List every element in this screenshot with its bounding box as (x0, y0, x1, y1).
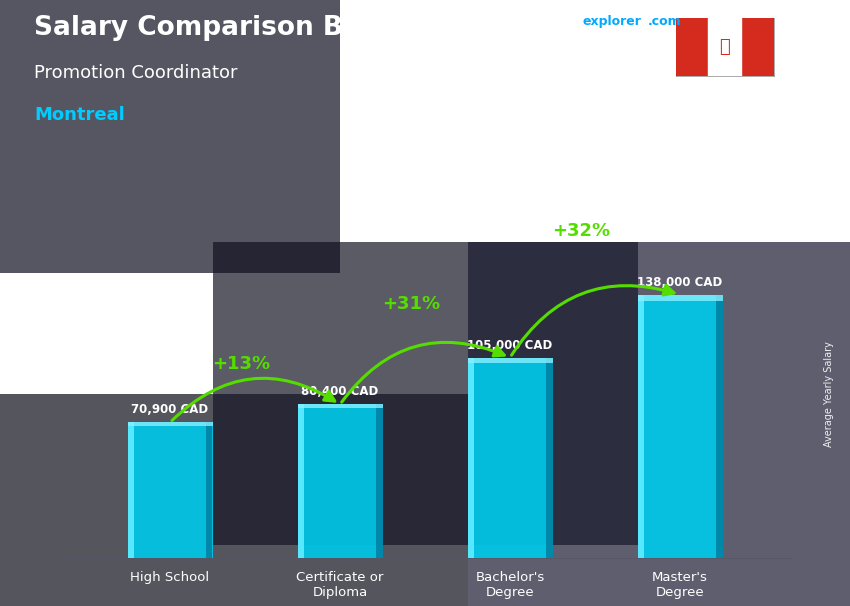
FancyArrowPatch shape (342, 342, 504, 402)
Text: +32%: +32% (552, 222, 610, 241)
Bar (298, 404, 382, 408)
Text: Average Yearly Salary: Average Yearly Salary (824, 341, 834, 447)
FancyBboxPatch shape (0, 394, 468, 606)
FancyArrowPatch shape (512, 285, 674, 355)
Text: Salary Comparison By Education: Salary Comparison By Education (34, 15, 517, 41)
Polygon shape (708, 18, 741, 76)
Text: +13%: +13% (212, 355, 270, 373)
Text: 105,000 CAD: 105,000 CAD (468, 339, 552, 351)
Bar (128, 422, 134, 558)
Text: 80,400 CAD: 80,400 CAD (302, 385, 378, 398)
Bar (128, 422, 212, 558)
Bar (638, 295, 722, 558)
FancyBboxPatch shape (0, 0, 340, 273)
Text: +31%: +31% (382, 295, 440, 313)
Bar (128, 422, 212, 426)
Bar (298, 404, 304, 558)
Text: salary: salary (540, 15, 582, 28)
Bar (206, 422, 212, 558)
Text: .com: .com (648, 15, 682, 28)
FancyBboxPatch shape (468, 242, 850, 606)
Bar (376, 404, 382, 558)
Text: 138,000 CAD: 138,000 CAD (638, 276, 722, 288)
Text: explorer: explorer (582, 15, 641, 28)
Bar (468, 358, 552, 362)
Bar (468, 358, 474, 558)
FancyArrowPatch shape (172, 378, 335, 421)
Bar (468, 358, 552, 558)
Bar (546, 358, 552, 558)
Bar (638, 295, 722, 301)
Polygon shape (741, 18, 774, 76)
Bar (298, 404, 382, 558)
Text: 🍁: 🍁 (719, 38, 730, 56)
Text: Montreal: Montreal (34, 106, 125, 124)
Text: 70,900 CAD: 70,900 CAD (132, 404, 208, 416)
Text: Promotion Coordinator: Promotion Coordinator (34, 64, 237, 82)
Bar (716, 295, 722, 558)
Polygon shape (676, 18, 708, 76)
Bar (638, 295, 644, 558)
FancyBboxPatch shape (212, 242, 638, 545)
